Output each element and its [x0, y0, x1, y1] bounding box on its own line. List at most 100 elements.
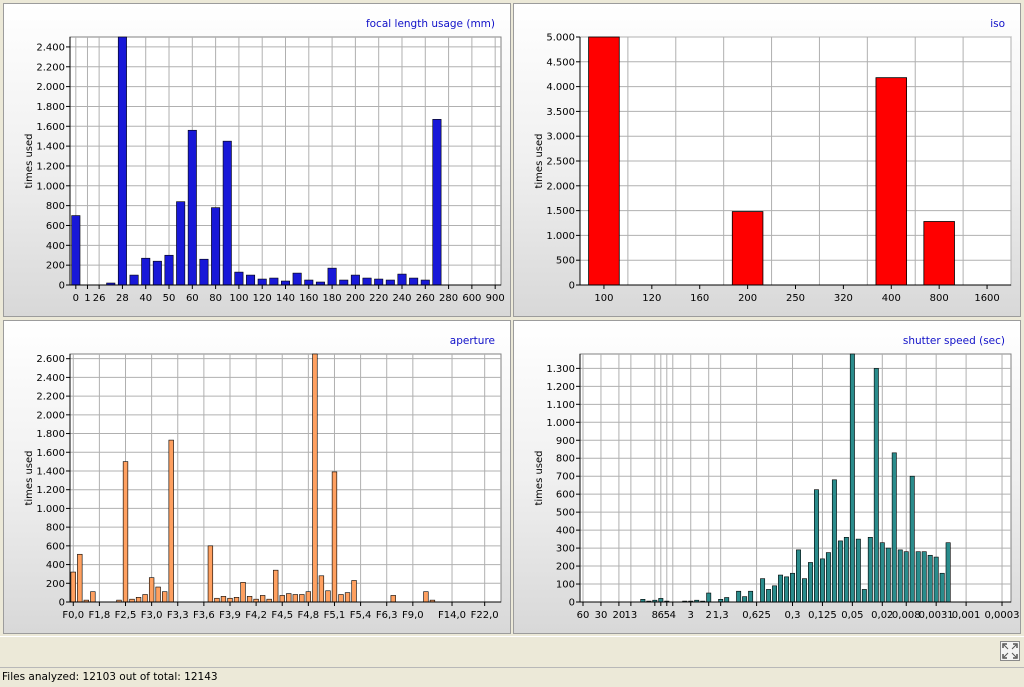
y-axis-label: times used [534, 133, 545, 188]
y-tick-label: 700 [556, 472, 575, 483]
shutter-speed-chart: shutter speed (sec) times used 0 100 200 300 4… [534, 335, 1020, 621]
x-tick-label: 8 [652, 610, 658, 621]
x-tick-label: 800 [930, 293, 949, 304]
bar [304, 279, 314, 286]
y-tick-label: 1.000 [546, 231, 575, 242]
x-tick-label: F5,4 [350, 610, 372, 621]
y-tick-label: 200 [46, 579, 65, 590]
bar [825, 552, 831, 603]
x-tick-label: F6,3 [376, 610, 398, 621]
bar [122, 461, 129, 603]
bar [77, 553, 83, 603]
bar [808, 562, 813, 603]
bar [141, 257, 151, 286]
bar [312, 353, 318, 603]
y-tick-label: 2.400 [36, 42, 65, 53]
bar [796, 549, 801, 603]
y-tick-label: 1.400 [36, 466, 65, 477]
bar [70, 571, 76, 603]
status-bar: Files analyzed: 12103 out of total: 1214… [0, 667, 1024, 686]
bar [176, 201, 186, 286]
bar [211, 207, 221, 286]
x-tick-label: 0,001 [952, 610, 981, 621]
x-tick-label: 0,02 [871, 610, 893, 621]
x-tick-label: 20 [613, 610, 626, 621]
bar [875, 77, 908, 286]
x-tick-label: 200 [346, 293, 365, 304]
y-axis-label: times used [534, 450, 545, 505]
x-tick-label: F14,0 [438, 610, 466, 621]
y-tick-label: 600 [46, 221, 65, 232]
bar [423, 591, 429, 603]
bar [766, 589, 772, 603]
y-tick-label: 1.200 [36, 485, 65, 496]
y-tick-label: 3.500 [546, 107, 575, 118]
bar [390, 595, 396, 603]
x-tick-label: 160 [690, 293, 709, 304]
fit-to-window-icon [1002, 643, 1018, 659]
y-tick-label: 1.800 [36, 429, 65, 440]
x-tick-label: 30 [595, 610, 608, 621]
x-tick-label: 240 [392, 293, 411, 304]
bar [819, 558, 825, 603]
chart-title: shutter speed (sec) [903, 335, 1005, 347]
status-text: Files analyzed: 12103 out of total: 1214… [2, 671, 218, 683]
bar [915, 551, 921, 603]
bar [220, 596, 227, 603]
bar [855, 538, 861, 603]
bar [724, 597, 730, 603]
x-tick-label: F4,2 [245, 610, 267, 621]
bar [736, 590, 742, 603]
y-tick-label: 2.600 [36, 354, 65, 365]
chart-title: aperture [450, 335, 495, 347]
y-tick-label: 2.200 [36, 62, 65, 73]
bar [168, 439, 174, 603]
y-tick-label: 400 [556, 526, 575, 537]
x-tick-label: F22,0 [471, 610, 499, 621]
iso-chart-panel: iso times used 0 500 1.000 1.500 2.000 2.500 3.0… [513, 3, 1021, 317]
bar [350, 274, 360, 286]
bar [164, 254, 174, 286]
x-tick-label: F3,9 [219, 610, 241, 621]
aperture-chart: aperture times used 0 200 400 600 800 1.000 1.20… [24, 335, 502, 621]
y-tick-label: 2.200 [36, 392, 65, 403]
bar [187, 129, 197, 286]
bar [409, 277, 419, 286]
bar [939, 572, 945, 603]
bar [281, 280, 290, 286]
x-tick-label: 6 [658, 610, 664, 621]
bar [71, 215, 81, 286]
y-tick-label: 800 [46, 201, 65, 212]
bar [385, 279, 395, 286]
y-tick-label: 600 [556, 490, 575, 501]
x-tick-label: F3,0 [141, 610, 163, 621]
x-tick-label: F3,6 [193, 610, 215, 621]
x-tick-label: F4,5 [271, 610, 293, 621]
x-tick-label: 3 [688, 610, 694, 621]
bar [879, 542, 885, 603]
bar [148, 577, 155, 603]
bar [246, 274, 256, 286]
bar [117, 36, 127, 286]
aperture-chart-panel: aperture times used 0 200 400 600 800 1.000 1.20… [3, 320, 511, 634]
bar [351, 580, 357, 603]
x-tick-label: 26 [93, 293, 106, 304]
y-tick-label: 1.600 [36, 448, 65, 459]
bar [162, 591, 168, 603]
y-tick-label: 4.000 [546, 82, 575, 93]
x-tick-label: 0,0003 [985, 610, 1020, 621]
x-tick-label: 100 [229, 293, 248, 304]
x-tick-label: 160 [299, 293, 318, 304]
x-tick-label: 120 [253, 293, 272, 304]
y-tick-label: 1.000 [36, 504, 65, 515]
bar [927, 554, 933, 603]
y-tick-label: 0 [59, 598, 65, 609]
x-tick-label: 60 [186, 293, 199, 304]
fit-to-window-button[interactable] [1000, 641, 1020, 661]
bar [338, 594, 344, 603]
x-tick-label: 400 [882, 293, 901, 304]
y-tick-label: 2.500 [546, 157, 575, 168]
bar [706, 592, 712, 603]
y-tick-label: 400 [46, 241, 65, 252]
y-axis-label: times used [24, 450, 35, 505]
